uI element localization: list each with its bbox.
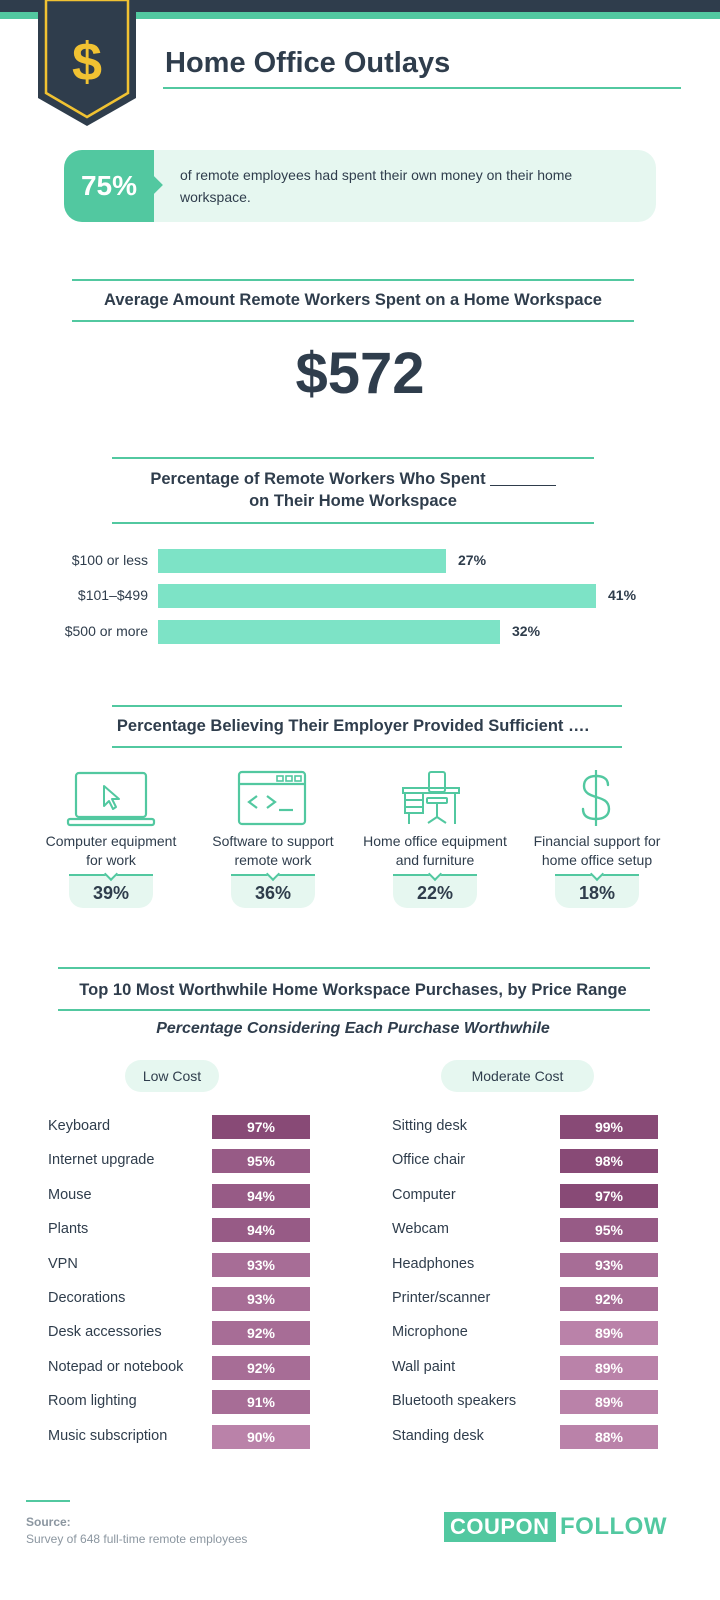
bar-value-label: 27% (458, 552, 487, 568)
employer-item-label: and furniture (395, 852, 475, 868)
purchase-item-label: Microphone (392, 1324, 468, 1341)
laptop-icon (66, 771, 156, 827)
stat-pill (64, 150, 154, 222)
purchase-item-label: Headphones (392, 1255, 475, 1272)
purchase-item-label: Keyboard (48, 1118, 111, 1134)
purchase-percent-bar: 97% (212, 1115, 310, 1139)
divider (58, 967, 650, 969)
employer-item-label: Computer equipment (45, 833, 177, 849)
bar-category-label: $500 or more (64, 623, 148, 639)
divider (112, 746, 622, 748)
logo-coupon: COUPON (444, 1512, 556, 1542)
purchase-percent-bar: 92% (212, 1321, 310, 1346)
purchase-percent-bar: 89% (560, 1321, 658, 1346)
purchase-percent-bar: 91% (212, 1390, 310, 1415)
blank-line (489, 485, 556, 486)
bar-value-label: 32% (512, 623, 541, 639)
moderate-cost-pill: Moderate Cost (441, 1060, 594, 1092)
purchase-item-label: Computer (392, 1186, 456, 1203)
employer-title: Percentage Believing Their Employer Prov… (116, 717, 590, 735)
purchase-item-label: Webcam (392, 1221, 449, 1238)
employer-item-label: Financial support for (533, 833, 661, 849)
divider (112, 457, 594, 459)
top10-subtitle: Percentage Considering Each Purchase Wor… (156, 1020, 550, 1037)
purchase-percent-bar: 97% (560, 1183, 658, 1208)
purchase-item-label: Mouse (48, 1186, 92, 1203)
purchase-percent-bar: 90% (212, 1424, 310, 1449)
purchase-percent-bar: 93% (560, 1252, 658, 1277)
purchase-item-label: Decorations (48, 1290, 126, 1306)
stat-percent: 75% (80, 170, 138, 201)
purchase-percent-bar: 94% (212, 1218, 310, 1243)
purchase-percent-bar: 89% (560, 1355, 658, 1380)
divider (112, 522, 594, 524)
purchase-item-label: Internet upgrade (48, 1152, 155, 1169)
purchase-item-label: Plants (48, 1221, 89, 1238)
spending-title-line1: Percentage of Remote Workers Who Spent (150, 470, 486, 488)
spending-chart-title: Percentage of Remote Workers Who Spent (0, 470, 706, 489)
source-title: Source: (26, 1515, 71, 1529)
purchase-percent-bar: 95% (212, 1149, 310, 1174)
purchase-item-label: Room lighting (48, 1393, 137, 1410)
top10-title: Top 10 Most Worthwhile Home Workspace Pu… (79, 981, 627, 999)
badge-symbol: $ (72, 32, 102, 92)
bar-category-label: $100 or less (71, 552, 148, 568)
purchase-item-label: Standing desk (392, 1427, 484, 1444)
purchase-item-label: VPN (48, 1255, 78, 1272)
purchase-percent-bar: 94% (212, 1183, 310, 1208)
purchase-percent-bar: 88% (560, 1424, 658, 1449)
dollar-badge-icon: $ (38, 0, 136, 126)
purchase-percent-bar: 93% (212, 1252, 310, 1277)
employer-item-label: Software to support (212, 833, 334, 849)
purchase-percent-bar: 98% (560, 1149, 658, 1174)
code-window-icon (237, 770, 307, 826)
purchase-percent-bar: 92% (560, 1287, 658, 1311)
employer-item-label: Home office equipment (363, 833, 507, 849)
dollar-icon (581, 770, 611, 826)
page-title: Home Office Outlays (165, 47, 451, 79)
desk-chair-icon (402, 771, 460, 824)
source-divider (26, 1500, 70, 1502)
employer-item-label: home office setup (541, 852, 653, 868)
divider (72, 320, 634, 322)
source-text: Survey of 648 full-time remote employees (26, 1532, 248, 1546)
purchase-item-label: Desk accessories (48, 1324, 162, 1341)
purchase-item-label: Office chair (392, 1152, 466, 1169)
purchase-item-label: Music subscription (48, 1427, 168, 1444)
top-bar (0, 0, 720, 12)
title-divider (163, 87, 681, 89)
purchase-item-label: Bluetooth speakers (392, 1393, 517, 1410)
bar (158, 584, 596, 608)
purchase-percent-bar: 99% (560, 1115, 658, 1139)
logo-follow: FOLLOW (560, 1513, 667, 1540)
spending-title-line2: on Their Home Workspace (249, 492, 457, 510)
stat-callout (64, 150, 656, 222)
average-title: Average Amount Remote Workers Spent on a… (104, 291, 602, 309)
purchase-percent-bar: 95% (560, 1218, 658, 1243)
purchase-item-label: Notepad or notebook (48, 1358, 184, 1375)
divider (112, 705, 622, 707)
purchase-item-label: Printer/scanner (392, 1290, 491, 1306)
stat-text: of remote employees had spent their own … (180, 167, 573, 205)
purchase-percent-bar: 89% (560, 1390, 658, 1415)
bar-value-label: 41% (608, 587, 637, 603)
employer-item-label: remote work (234, 852, 312, 868)
low-cost-pill: Low Cost (125, 1060, 219, 1092)
employer-item-label: for work (86, 852, 136, 868)
purchase-percent-bar: 93% (212, 1287, 310, 1311)
purchase-item-label: Sitting desk (392, 1118, 467, 1134)
top-accent-bar (0, 12, 720, 19)
bar (158, 549, 446, 573)
divider (58, 1009, 650, 1011)
bar-category-label: $101–$499 (77, 587, 148, 603)
bar (158, 620, 500, 644)
average-amount: $572 (295, 341, 425, 406)
purchase-percent-bar: 92% (212, 1355, 310, 1380)
divider (72, 279, 634, 281)
purchase-item-label: Wall paint (392, 1358, 456, 1375)
